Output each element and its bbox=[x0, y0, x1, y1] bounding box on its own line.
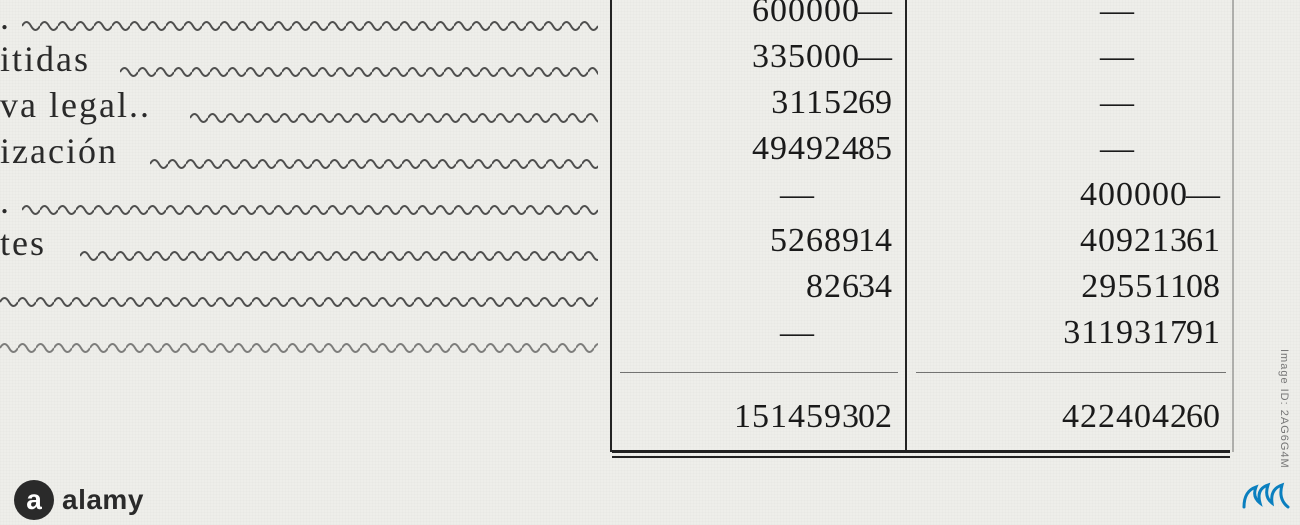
image-id-text: Image ID: 2AG6G4M bbox=[1278, 349, 1290, 469]
leader-line bbox=[0, 340, 598, 356]
col2-int: 3119317 bbox=[958, 314, 1188, 352]
leader-line bbox=[150, 156, 598, 172]
alamy-brand-text: alamy bbox=[62, 484, 144, 516]
row-label: . bbox=[0, 0, 11, 38]
leader-line bbox=[190, 110, 598, 126]
col2-cents: 61 bbox=[1186, 222, 1220, 260]
row-label: ización bbox=[0, 130, 118, 172]
leader-line bbox=[120, 64, 598, 80]
col1-cents: — bbox=[858, 38, 892, 76]
col1-dash: — bbox=[780, 176, 814, 214]
total-col1-int: 1514593 bbox=[600, 398, 860, 436]
alamy-corner-icon bbox=[1242, 477, 1292, 517]
col1-cents: 69 bbox=[858, 84, 892, 122]
subtotal-rule bbox=[916, 372, 1226, 373]
double-rule bbox=[612, 456, 1230, 458]
column-rule bbox=[610, 0, 612, 452]
scanned-page: . itidas va legal.. ización . tes 600000… bbox=[0, 0, 1300, 525]
col1-int: 52689 bbox=[630, 222, 860, 260]
col2-cents: 08 bbox=[1186, 268, 1220, 306]
row-label: itidas bbox=[0, 38, 90, 80]
total-col2-cents: 60 bbox=[1186, 398, 1220, 436]
leader-line bbox=[80, 248, 598, 264]
col1-cents: 14 bbox=[858, 222, 892, 260]
col2-dash: — bbox=[1100, 38, 1134, 76]
col2-int: 400000 bbox=[958, 176, 1188, 214]
column-rule bbox=[1232, 0, 1234, 452]
leader-line bbox=[22, 202, 598, 218]
row-label: tes bbox=[0, 222, 46, 264]
col1-int: 494924 bbox=[630, 130, 860, 168]
col2-dash: — bbox=[1100, 0, 1134, 30]
col1-int: 600000 bbox=[630, 0, 860, 30]
col1-cents: 85 bbox=[858, 130, 892, 168]
col2-dash: — bbox=[1100, 130, 1134, 168]
double-rule bbox=[612, 450, 1230, 453]
col1-int: 826 bbox=[630, 268, 860, 306]
leader-line bbox=[0, 294, 598, 310]
col1-dash: — bbox=[780, 314, 814, 352]
col1-int: 335000 bbox=[630, 38, 860, 76]
col2-int: 295511 bbox=[958, 268, 1188, 306]
row-label: va legal.. bbox=[0, 84, 151, 126]
col2-cents: 91 bbox=[1186, 314, 1220, 352]
col2-int: 409213 bbox=[958, 222, 1188, 260]
col1-int: 31152 bbox=[630, 84, 860, 122]
col1-cents: 34 bbox=[858, 268, 892, 306]
subtotal-rule bbox=[620, 372, 898, 373]
col2-dash: — bbox=[1100, 84, 1134, 122]
col1-cents: — bbox=[858, 0, 892, 30]
stock-watermark: a alamy bbox=[0, 475, 158, 525]
alamy-logo-icon: a bbox=[14, 480, 54, 520]
total-col1-cents: 02 bbox=[858, 398, 892, 436]
column-rule bbox=[905, 0, 907, 452]
row-label: . bbox=[0, 180, 11, 222]
col2-cents: — bbox=[1186, 176, 1220, 214]
total-col2-int: 4224042 bbox=[928, 398, 1188, 436]
leader-line bbox=[22, 18, 598, 34]
